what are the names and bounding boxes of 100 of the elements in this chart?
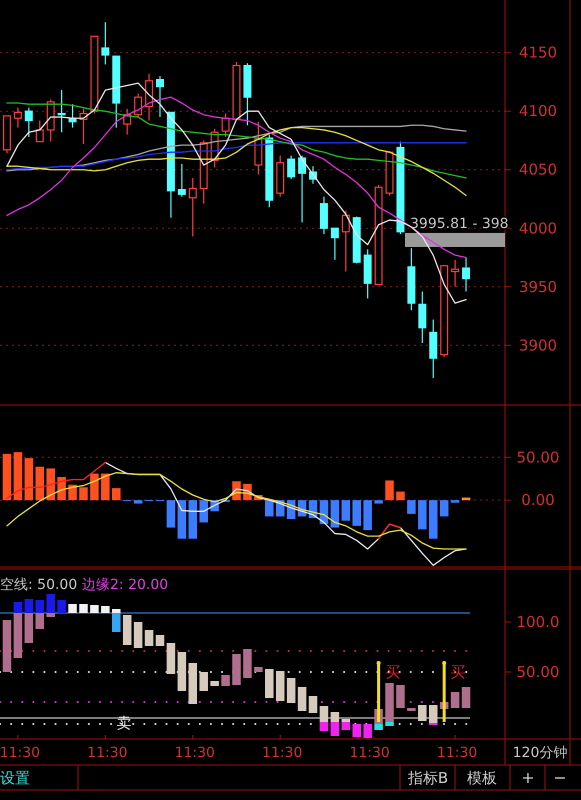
text: + xyxy=(521,768,535,787)
annotation: 卖 xyxy=(116,714,132,732)
text: 模板 xyxy=(467,769,497,787)
bar xyxy=(428,705,438,723)
bar xyxy=(342,500,350,521)
bar xyxy=(265,669,274,698)
text: 设置 xyxy=(0,769,30,787)
candlestick xyxy=(24,107,33,138)
y-tick-label: 100.0 xyxy=(516,613,560,631)
bar xyxy=(199,500,208,522)
x-tick-label: 11:30 xyxy=(349,745,390,761)
line-series xyxy=(6,124,467,172)
bar xyxy=(450,500,460,503)
bar xyxy=(385,683,394,722)
bar xyxy=(199,672,208,691)
candlestick xyxy=(254,121,262,176)
candlestick xyxy=(276,155,284,198)
bar xyxy=(276,671,284,701)
bar xyxy=(14,613,22,658)
bar xyxy=(57,600,66,613)
bar xyxy=(46,613,55,617)
y-tick-label: 4000 xyxy=(518,219,558,238)
bar xyxy=(166,643,176,674)
candlestick xyxy=(364,248,372,300)
annotation: 买 xyxy=(450,663,466,681)
bar xyxy=(428,500,438,539)
bar xyxy=(112,613,121,632)
line-series xyxy=(6,102,467,179)
candlestick xyxy=(188,177,197,238)
bar xyxy=(156,635,164,646)
bar xyxy=(374,500,383,504)
bar xyxy=(166,500,176,528)
candlestick xyxy=(451,259,460,288)
bar xyxy=(418,705,427,721)
bar xyxy=(2,454,12,500)
x-tick-label: 11:30 xyxy=(174,745,215,761)
bar xyxy=(134,500,142,504)
x-tick-label: 11:30 xyxy=(436,745,478,761)
x-tick-label: 11:30 xyxy=(0,745,40,761)
text: − xyxy=(553,768,567,787)
bar xyxy=(134,622,142,648)
line-series xyxy=(6,472,467,550)
bar xyxy=(210,681,219,686)
bar xyxy=(462,498,470,500)
bar xyxy=(35,466,44,500)
line-series xyxy=(6,82,467,304)
x-tick-label: 11:30 xyxy=(262,745,302,761)
bar xyxy=(112,609,121,613)
bar xyxy=(385,722,394,726)
bar xyxy=(24,599,34,613)
y-tick-label: 4050 xyxy=(518,160,558,179)
candlestick xyxy=(101,22,110,65)
bar xyxy=(46,594,55,613)
bar xyxy=(35,600,44,613)
bar xyxy=(79,487,88,500)
bar xyxy=(363,500,372,530)
bar xyxy=(178,500,186,539)
bar xyxy=(330,500,340,528)
line-series xyxy=(6,126,467,196)
bar xyxy=(330,712,340,722)
bar xyxy=(440,500,448,516)
bar xyxy=(46,468,55,500)
bar xyxy=(2,620,12,672)
line-series xyxy=(6,142,467,170)
bar xyxy=(254,667,263,672)
bar xyxy=(342,719,350,722)
annotation: 买 xyxy=(386,663,400,681)
bar xyxy=(342,722,350,730)
bar xyxy=(101,606,110,613)
bar xyxy=(24,613,34,643)
candlestick xyxy=(58,90,66,133)
bar xyxy=(396,492,405,500)
bar xyxy=(112,488,121,500)
bar xyxy=(243,649,252,678)
candlestick xyxy=(429,318,438,379)
bar xyxy=(308,696,318,713)
bar xyxy=(352,500,361,526)
bar xyxy=(14,602,22,613)
bar xyxy=(298,687,306,711)
bar xyxy=(144,630,154,646)
bar xyxy=(265,500,274,516)
bar xyxy=(320,722,328,731)
bar xyxy=(221,675,230,686)
x-tick-label: 11:30 xyxy=(87,745,128,761)
bar xyxy=(24,458,34,500)
candlestick xyxy=(265,134,274,208)
y-tick-label: 3900 xyxy=(518,336,558,354)
bar xyxy=(101,474,110,500)
bar xyxy=(418,500,427,530)
line-series xyxy=(6,96,467,258)
y-tick-label: 4150 xyxy=(518,44,558,62)
annotation: 空线: 50.00 xyxy=(0,577,78,593)
y-tick-label: 3950 xyxy=(518,278,558,296)
bar xyxy=(385,480,394,500)
bar xyxy=(352,724,361,737)
bar xyxy=(407,500,416,514)
y-tick-label: 4100 xyxy=(518,102,558,120)
bar xyxy=(330,722,340,736)
bar xyxy=(68,484,77,500)
bar xyxy=(188,500,198,539)
